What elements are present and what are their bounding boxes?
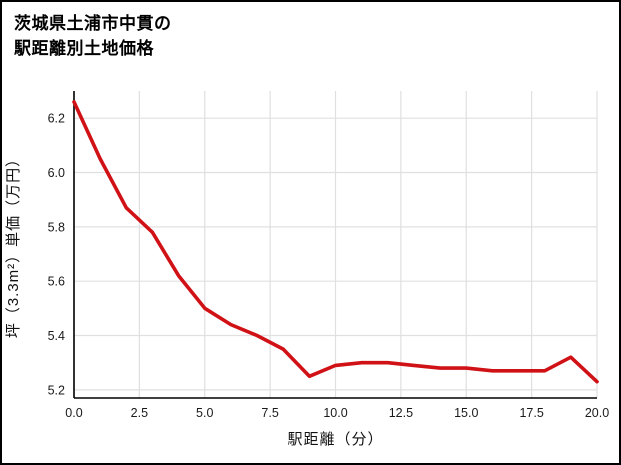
x-tick-label: 5.0	[196, 406, 213, 420]
y-tick-label: 6.0	[48, 166, 65, 180]
land-price-line-chart: 0.0 2.5 5.0 7.5 10.0 12.5 15.0 17.5 20.0 5.2 5.4 5.…	[5, 91, 609, 448]
x-tick-label: 12.5	[389, 406, 413, 420]
chart-title-line2: 駅距離別土地価格	[14, 38, 154, 58]
x-tick-label: 2.5	[131, 406, 148, 420]
x-tick-label: 10.0	[323, 406, 347, 420]
y-axis-label: 坪（3.3m²）単価（万円）	[5, 151, 22, 338]
y-tick-label: 5.8	[48, 221, 65, 235]
x-tick-label: 0.0	[65, 406, 82, 420]
chart-title-line1: 茨城県土浦市中貫の	[14, 14, 172, 33]
chart-title: 茨城県土浦市中貫の 駅距離別土地価格	[2, 2, 619, 63]
x-tick-label: 17.5	[519, 406, 543, 420]
x-tick-label: 20.0	[585, 406, 609, 420]
y-tick-label: 6.2	[48, 112, 65, 126]
price-line-series	[72, 100, 599, 384]
y-tick-label: 5.6	[48, 275, 65, 289]
y-tick-label: 5.2	[48, 384, 65, 398]
x-axis-label: 駅距離（分）	[287, 430, 383, 448]
x-tick-label: 15.0	[454, 406, 478, 420]
y-tick-label: 5.4	[48, 329, 65, 343]
x-tick-label: 7.5	[261, 406, 278, 420]
